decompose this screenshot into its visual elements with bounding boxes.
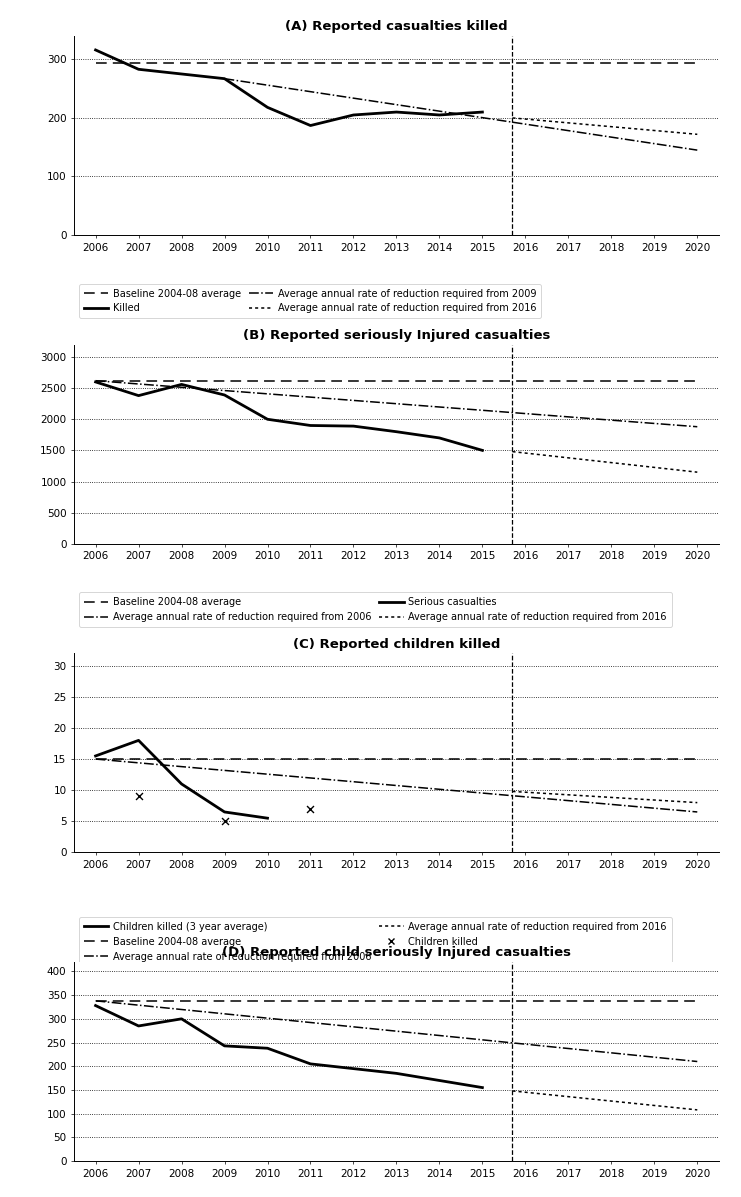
Title: (A) Reported casualties killed: (A) Reported casualties killed bbox=[285, 20, 508, 34]
Title: (B) Reported seriously Injured casualties: (B) Reported seriously Injured casualtie… bbox=[243, 329, 550, 342]
Point bbox=[219, 812, 230, 831]
Point bbox=[305, 800, 316, 819]
Legend: Baseline 2004-08 average, Average annual rate of reduction required from 2006, S: Baseline 2004-08 average, Average annual… bbox=[79, 593, 672, 627]
Legend: Children killed (3 year average), Baseline 2004-08 average, Average annual rate : Children killed (3 year average), Baseli… bbox=[79, 917, 672, 966]
Title: (D) Reported child seriously Injured casualties: (D) Reported child seriously Injured cas… bbox=[222, 947, 571, 959]
Title: (C) Reported children killed: (C) Reported children killed bbox=[293, 638, 500, 651]
Legend: Baseline 2004-08 average, Killed, Average annual rate of reduction required from: Baseline 2004-08 average, Killed, Averag… bbox=[79, 284, 542, 318]
Point bbox=[133, 786, 144, 806]
